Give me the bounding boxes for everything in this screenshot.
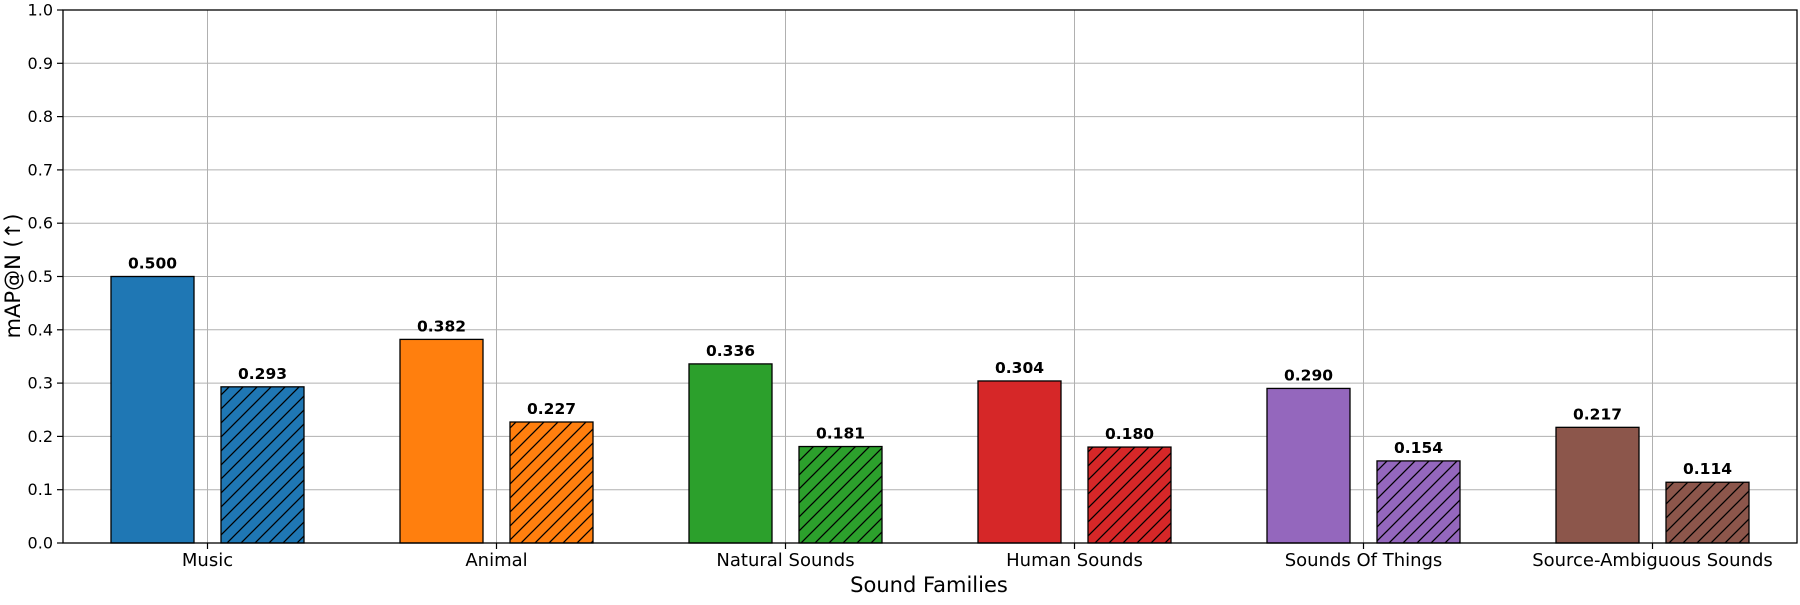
y-tick-label: 0.0 bbox=[28, 534, 53, 553]
bar-value-label: 0.154 bbox=[1394, 439, 1443, 457]
axis-ticks: 0.0 0.1 0.2 0.3 0.4 0.5 0.6 0.7 0.8 0.9 1.0 Music An… bbox=[28, 1, 1773, 572]
hatched-bar bbox=[1665, 481, 1750, 544]
y-tick-label: 0.4 bbox=[28, 320, 53, 339]
bar-value-label: 0.114 bbox=[1683, 460, 1732, 478]
bar-value-label: 0.227 bbox=[527, 400, 576, 418]
y-tick-label: 0.6 bbox=[28, 214, 53, 233]
x-axis-title: Sound Families bbox=[850, 573, 1008, 597]
y-tick-label: 0.5 bbox=[28, 267, 53, 286]
solid-bar bbox=[399, 338, 484, 544]
x-tick-label: Natural Sounds bbox=[716, 550, 854, 571]
grid-lines bbox=[63, 9, 1797, 544]
x-tick-label: Animal bbox=[465, 550, 527, 571]
x-tick-label: Music bbox=[182, 550, 233, 571]
bar-value-label: 0.180 bbox=[1105, 425, 1154, 443]
solid-bar bbox=[977, 380, 1062, 544]
bar-value-label: 0.181 bbox=[816, 425, 865, 443]
bar-value-label: 0.304 bbox=[995, 359, 1044, 377]
bar-value-label: 0.293 bbox=[238, 365, 287, 383]
y-tick-label: 0.9 bbox=[28, 54, 53, 73]
hatched-bar bbox=[509, 421, 594, 544]
solid-bar bbox=[1555, 426, 1640, 544]
y-tick-label: 0.8 bbox=[28, 107, 53, 126]
bar-value-label: 0.290 bbox=[1284, 366, 1333, 384]
y-tick-label: 1.0 bbox=[28, 1, 53, 20]
y-tick-label: 0.1 bbox=[28, 480, 53, 499]
hatched-bar bbox=[1087, 446, 1172, 544]
solid-bar bbox=[1266, 387, 1351, 544]
bar-value-label: 0.336 bbox=[706, 342, 755, 360]
bar-value-label: 0.500 bbox=[128, 255, 177, 273]
y-axis-title: mAP@N (↑) bbox=[1, 214, 25, 339]
y-tick-label: 0.7 bbox=[28, 160, 53, 179]
bars bbox=[110, 275, 1750, 544]
hatched-bar bbox=[1376, 460, 1461, 544]
x-tick-label: Human Sounds bbox=[1006, 550, 1143, 571]
x-tick-label: Source-Ambiguous Sounds bbox=[1532, 550, 1773, 571]
data-labels: 0.500 0.382 0.336 0.304 0.290 0.217 0.293 0.227… bbox=[128, 255, 1732, 479]
solid-bar bbox=[688, 363, 773, 544]
hatched-bar bbox=[798, 445, 883, 544]
y-tick-label: 0.2 bbox=[28, 427, 53, 446]
bar-value-label: 0.217 bbox=[1573, 405, 1622, 423]
hatched-bar bbox=[220, 386, 305, 544]
bar-value-label: 0.382 bbox=[417, 317, 466, 335]
x-tick-label: Sounds Of Things bbox=[1285, 550, 1443, 571]
y-tick-label: 0.3 bbox=[28, 374, 53, 393]
solid-bar bbox=[110, 275, 195, 544]
